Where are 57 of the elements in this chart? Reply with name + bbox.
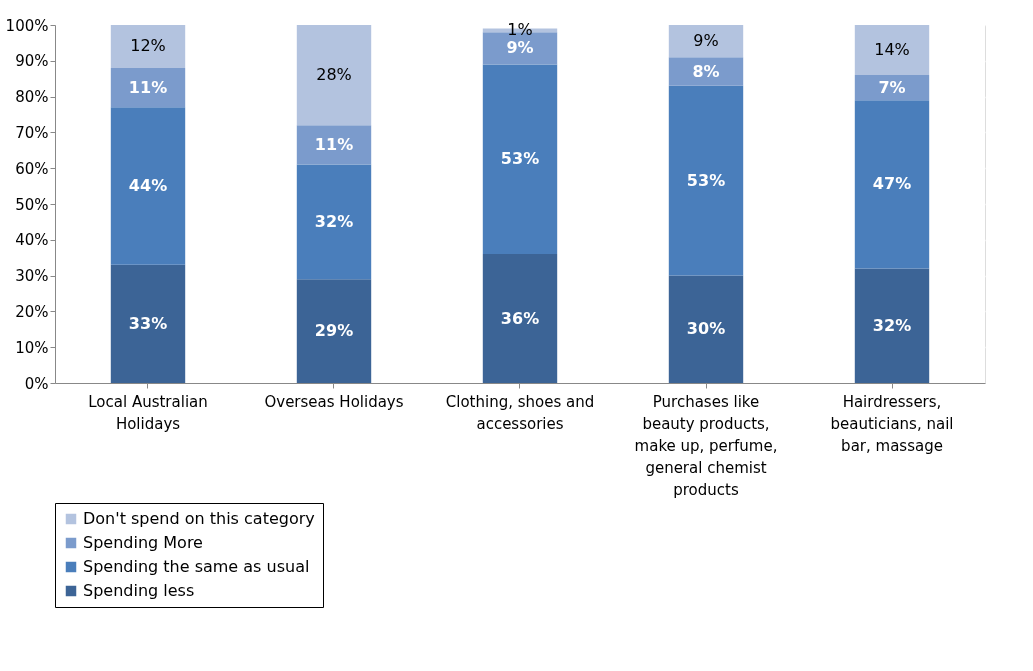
legend-label: Spending less [83,581,195,600]
y-tick-label: 90% [15,52,49,71]
data-label: 14% [874,40,910,60]
data-label: 9% [693,31,719,51]
y-tick-label: 100% [5,16,49,35]
bar [482,254,558,383]
data-label: 53% [686,170,726,190]
y-tick-label: 50% [15,195,49,214]
data-label: 32% [314,211,354,231]
legend-label: Don't spend on this category [83,509,315,528]
legend-label: Spending More [83,533,203,552]
data-label: 30% [686,319,726,339]
bar [668,275,744,383]
data-label: 47% [872,174,912,194]
bar [110,25,186,68]
data-label: 12% [130,36,166,56]
x-tick-label: Clothing, shoes and accessories [445,392,595,433]
data-label: 44% [128,176,168,196]
bar [110,264,186,383]
y-tick-label: 60% [15,159,49,178]
y-tick-label: 10% [15,338,49,357]
y-tick-label: 30% [15,267,49,286]
data-label: 9% [506,38,534,58]
bar [296,164,372,280]
data-label: 29% [314,321,354,341]
bar [668,25,744,58]
y-tick-label: 20% [15,302,49,321]
y-tick-label: 80% [15,88,49,107]
data-label: 11% [128,77,168,97]
y-tick-label: 0% [24,374,49,393]
data-label: 28% [316,65,352,85]
bar [296,125,372,165]
data-label: 1% [507,20,533,40]
data-label: 7% [878,77,906,97]
data-label: 36% [500,308,540,328]
bar [668,85,744,276]
bar [854,100,930,269]
y-tick-label: 40% [15,231,49,250]
data-label: 53% [500,149,540,169]
bar [110,67,186,108]
data-label: 11% [314,134,354,154]
bar [296,25,372,126]
data-label: 8% [692,61,720,81]
bar [296,279,372,383]
bar [482,64,558,255]
legend-label: Spending the same as usual [83,557,310,576]
data-label: 33% [128,313,168,333]
x-tick-label: Hairdressers, beauticians, nail bar, massage [830,392,954,455]
data-label: 32% [872,315,912,335]
bar [668,57,744,86]
bar [854,25,930,76]
x-tick-label: Purchases like beauty products, make up, perfume, general chemist products [634,392,778,499]
y-tick-label: 70% [15,123,49,142]
bar [854,268,930,383]
bar [110,107,186,265]
x-tick-label: Overseas Holidays [264,392,404,411]
x-tick-label: Local Australian Holidays [88,392,208,433]
